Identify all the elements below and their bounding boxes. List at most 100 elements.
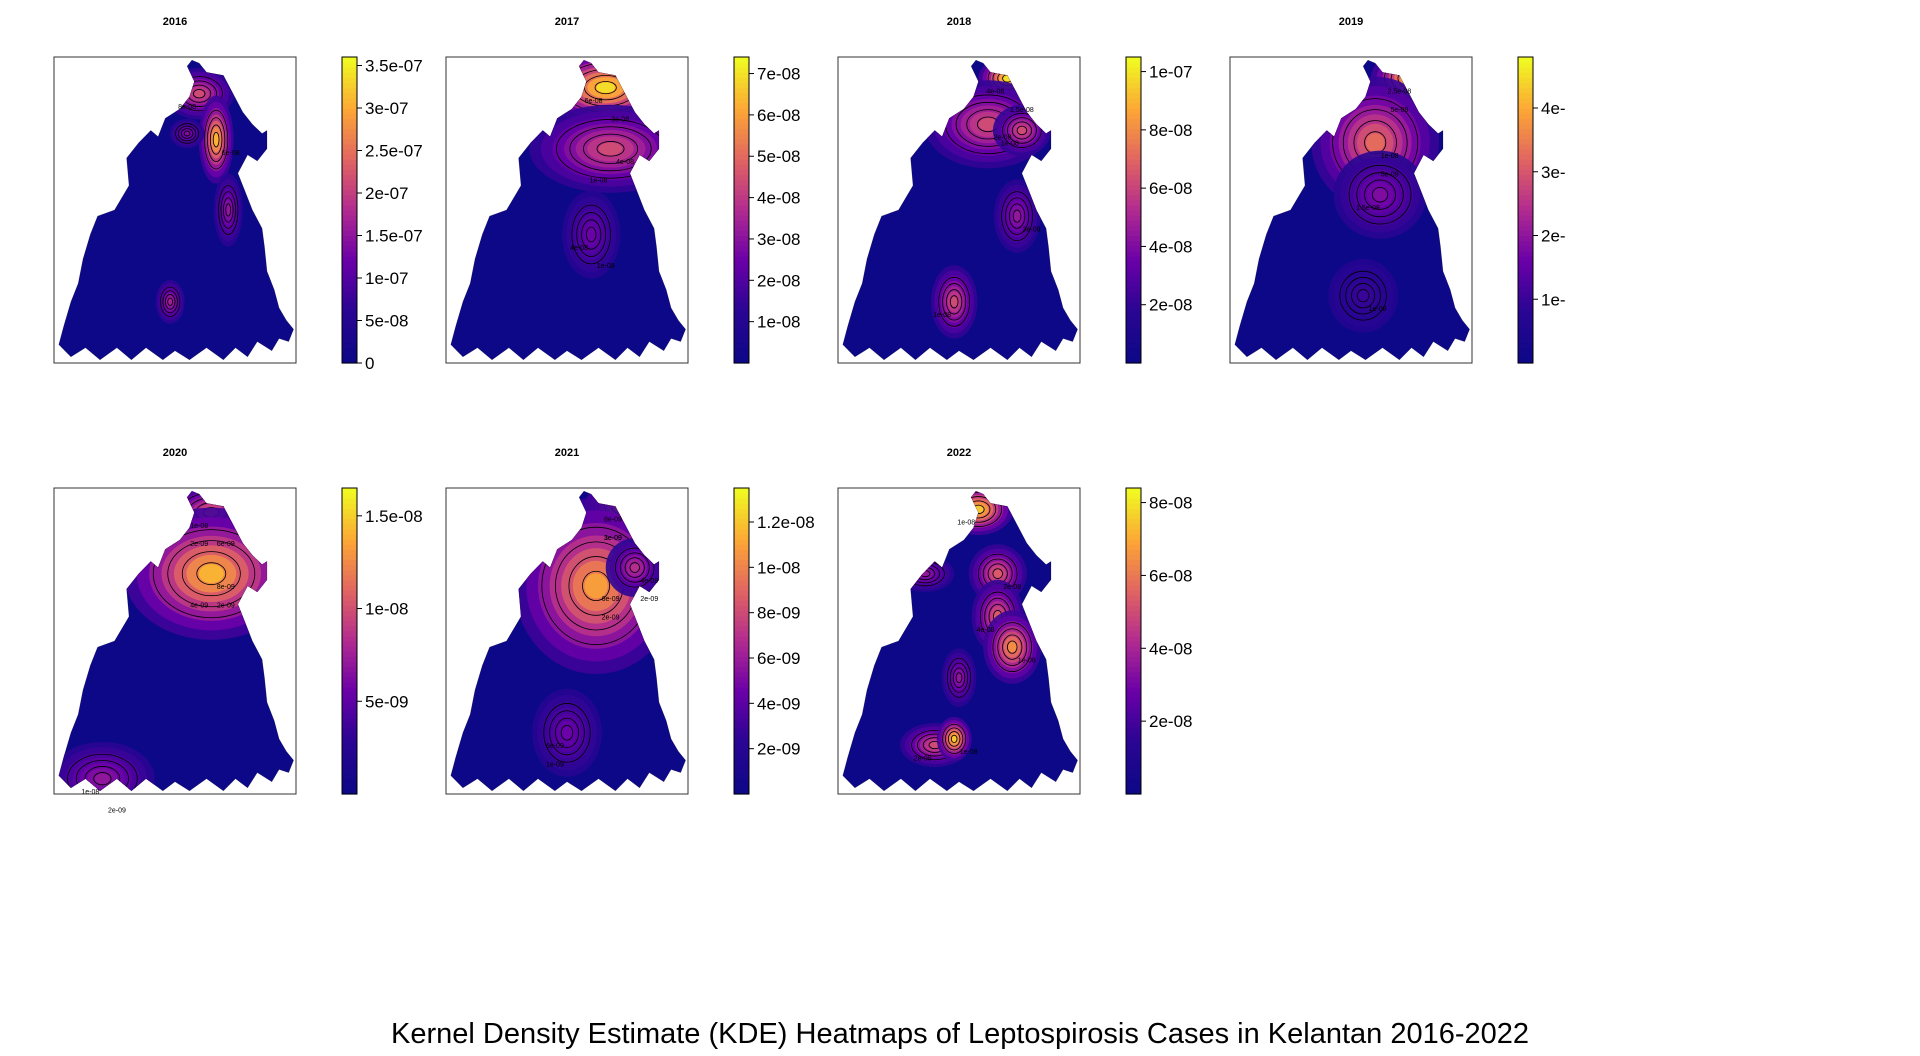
- colorbar-segment: [734, 164, 749, 170]
- colorbar-segment: [1126, 554, 1141, 560]
- heatmap-panel-2021: 2021 8e-09 6e-09 6e-09 4e-09 3e-09 2e-09 1e-09 2…: [445, 447, 815, 795]
- colorbar-segment: [734, 554, 749, 560]
- colorbar-tick-label: 1.5e-08: [365, 507, 423, 526]
- density-hotspot: [198, 564, 224, 584]
- contour-line: [209, 124, 223, 155]
- colorbar-segment: [734, 559, 749, 566]
- colorbar-tick-label: 2e-: [1541, 227, 1566, 246]
- colorbar-segment: [1126, 128, 1141, 135]
- contour-line: [75, 759, 129, 791]
- density-hotspot: [94, 773, 110, 784]
- contour-label: 8e-09: [604, 517, 622, 524]
- colorbar-segment: [734, 676, 749, 683]
- colorbar-segment: [734, 737, 749, 744]
- colorbar-segment: [342, 342, 357, 349]
- contour-line: [181, 551, 241, 597]
- colorbar-segment: [734, 743, 749, 749]
- density-hotspot: [584, 573, 608, 599]
- colorbar-segment: [1126, 322, 1141, 328]
- colorbar-segment: [342, 523, 357, 530]
- colorbar-segment: [1126, 574, 1141, 581]
- colorbar-segment: [1126, 513, 1141, 520]
- colorbar-segment: [734, 113, 749, 119]
- contour-label: 1e-08: [190, 523, 208, 530]
- colorbar-segment: [1126, 488, 1141, 494]
- density-hotspot: [1008, 641, 1017, 653]
- colorbar-segment: [1518, 87, 1533, 94]
- colorbar-segment: [1518, 235, 1533, 242]
- density-hotspot: [978, 118, 998, 131]
- colorbar-segment: [1126, 133, 1141, 140]
- colorbar-segment: [1126, 189, 1141, 196]
- colorbar-frame: [341, 56, 358, 364]
- density-hotspot: [194, 90, 205, 98]
- colorbar-segment: [342, 656, 357, 662]
- colorbar-segment: [342, 737, 357, 744]
- contour-line: [946, 289, 963, 315]
- contour-label: 4e-09: [640, 578, 658, 585]
- colorbar-segment: [342, 697, 357, 703]
- colorbar-tick-label: 1.5e-07: [365, 227, 423, 246]
- contour-line: [942, 723, 967, 755]
- contour-line: [225, 203, 232, 217]
- colorbar-segment: [342, 215, 357, 221]
- colorbar-tick-label: 1.2e-08: [757, 513, 815, 532]
- colorbar-tick-label: 1e-08: [365, 600, 408, 619]
- contour-line: [162, 290, 178, 314]
- colorbar-segment: [1518, 138, 1533, 145]
- contour-line: [1008, 203, 1026, 229]
- colorbar-segment: [734, 758, 749, 764]
- colorbar-segment: [342, 666, 357, 673]
- colorbar-segment: [734, 312, 749, 318]
- colorbar-segment: [342, 651, 357, 657]
- colorbar-tick-label: 5e-08: [365, 312, 408, 331]
- colorbar-segment: [734, 493, 749, 499]
- colorbar-segment: [342, 635, 357, 642]
- contour-line: [945, 727, 964, 751]
- colorbar-segment: [734, 245, 749, 252]
- contour-line: [1351, 283, 1376, 309]
- contour-line: [571, 204, 611, 265]
- colorbar-segment: [1126, 220, 1141, 226]
- colorbar-segment: [342, 763, 357, 770]
- colorbar-segment: [342, 352, 357, 359]
- colorbar-segment: [1126, 544, 1141, 550]
- colorbar-segment: [734, 488, 749, 494]
- contour-line: [582, 570, 610, 602]
- colorbar-segment: [1518, 327, 1533, 333]
- contour-line: [629, 562, 640, 573]
- colorbar-segment: [1518, 118, 1533, 124]
- colorbar-segment: [342, 169, 357, 175]
- colorbar-segment: [1126, 210, 1141, 216]
- colorbar-segment: [734, 600, 749, 606]
- contour-line: [549, 710, 585, 756]
- contour-line: [93, 772, 112, 786]
- colorbar-segment: [1126, 641, 1141, 647]
- colorbar-segment: [734, 199, 749, 206]
- contour-line: [543, 703, 591, 763]
- density-hotspot: [213, 133, 219, 146]
- colorbar-tick-label: 6e-08: [1149, 566, 1192, 585]
- contour-label: 2e-08: [1003, 584, 1021, 591]
- colorbar-segment: [1126, 235, 1141, 242]
- colorbar-segment: [734, 620, 749, 627]
- colorbar-segment: [1518, 332, 1533, 339]
- colorbar-segment: [734, 671, 749, 678]
- colorbar-segment: [342, 128, 357, 135]
- colorbar-tick-label: 2e-07: [365, 184, 408, 203]
- colorbar-segment: [734, 92, 749, 99]
- contour-label: 1e-08: [1018, 657, 1036, 664]
- colorbar-segment: [734, 564, 749, 571]
- colorbar-segment: [734, 352, 749, 359]
- colorbar-segment: [1126, 72, 1141, 78]
- contour-label: 6e-09: [546, 743, 564, 750]
- density-hotspot: [1373, 188, 1387, 201]
- colorbar-segment: [342, 189, 357, 196]
- contour-line: [992, 568, 1003, 579]
- colorbar-segment: [734, 184, 749, 191]
- colorbar-segment: [734, 635, 749, 642]
- contour-line: [947, 731, 961, 747]
- contour-line: [1356, 172, 1404, 218]
- colorbar-segment: [1126, 159, 1141, 165]
- colorbar-segment: [1126, 656, 1141, 662]
